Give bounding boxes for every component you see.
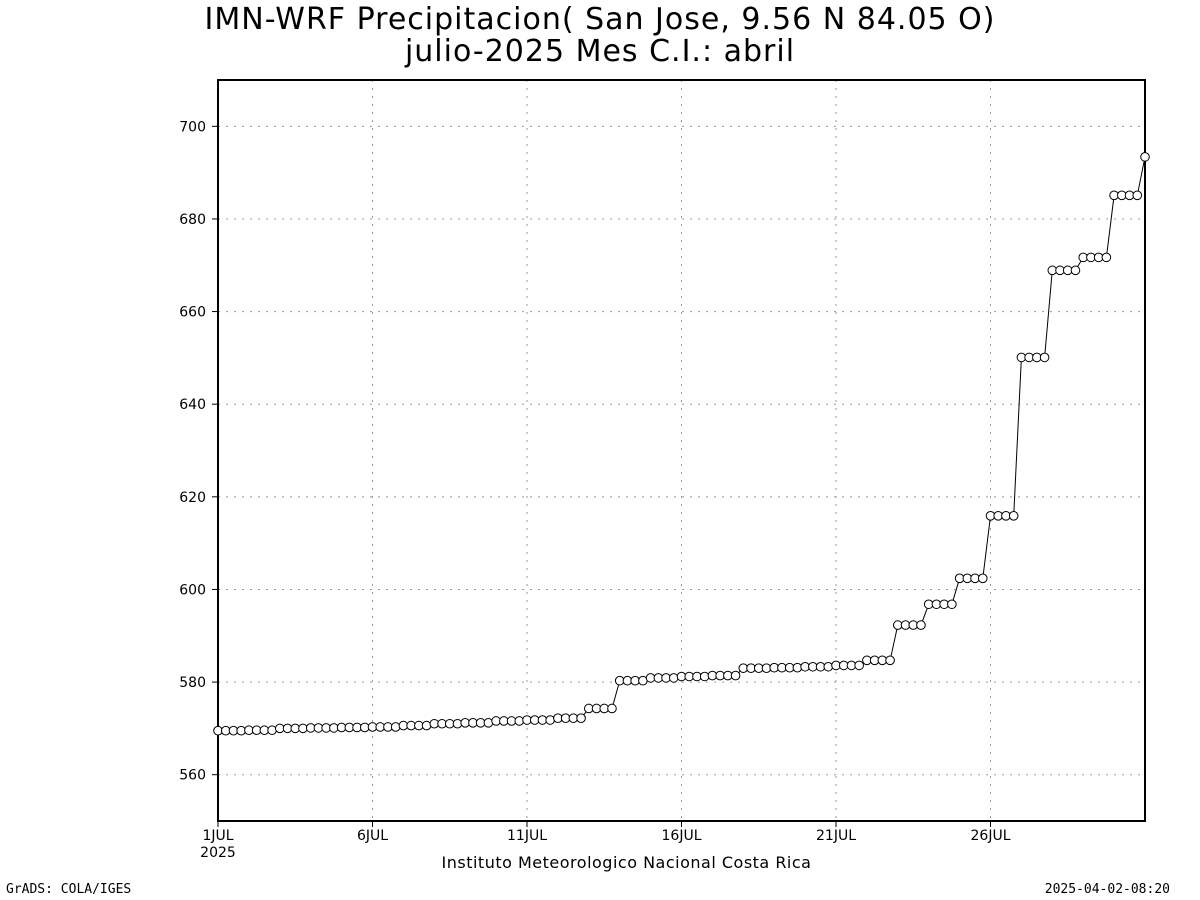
data-point [421, 720, 432, 731]
x-tick-label: 16JUL [662, 828, 702, 844]
y-tick-label: 600 [179, 582, 206, 598]
data-point [854, 660, 864, 671]
data-point [1101, 252, 1112, 263]
x-axis-label: Instituto Meteorologico Nacional Costa R… [441, 853, 812, 872]
series-point-layer [213, 152, 1150, 736]
data-point [545, 715, 555, 725]
data-point [1039, 352, 1050, 363]
data-point [1140, 152, 1150, 162]
data-point [699, 671, 710, 682]
data-point [947, 599, 957, 610]
data-point [576, 713, 586, 723]
data-point [1008, 511, 1019, 521]
tick-layer: 560 580 600 620 640 660 680 700 1JUL 6JUL 11JUL 16J… [179, 119, 1010, 861]
series-line-layer [218, 156, 1146, 732]
data-point [390, 722, 401, 732]
data-point [483, 718, 494, 728]
y-tick-label: 660 [179, 305, 206, 321]
data-point [1132, 190, 1143, 201]
data-point [977, 573, 988, 584]
data-point [885, 655, 895, 666]
grid-layer [218, 80, 1145, 821]
data-point [792, 662, 803, 673]
y-tick-label: 680 [179, 212, 206, 228]
data-point [668, 673, 679, 683]
data-point [452, 718, 463, 729]
data-point [514, 716, 525, 726]
data-point [607, 703, 617, 714]
data-point [267, 725, 277, 736]
y-tick-label: 580 [179, 675, 206, 691]
data-point [823, 661, 834, 672]
x-tick-label: 26JUL [971, 828, 1011, 844]
x-tick-label: 1JUL [202, 828, 233, 844]
footer-grads-credit: GrADS: COLA/IGES [6, 882, 132, 897]
y-tick-label: 620 [179, 490, 206, 506]
series-line [218, 156, 1146, 732]
chart-title: IMN-WRF Precipitacion( San Jose, 9.56 N … [204, 2, 996, 37]
y-tick-label: 640 [179, 397, 206, 413]
data-point [730, 670, 741, 681]
x-tick-label: 11JUL [507, 828, 547, 844]
plot-frame [217, 79, 1146, 822]
y-tick-label: 560 [179, 768, 206, 784]
footer-timestamp: 2025-04-02-08:20 [1044, 882, 1170, 897]
x-tick-sublabel: 2025 [200, 845, 236, 861]
data-point [1070, 265, 1081, 276]
y-tick-label: 700 [179, 119, 206, 135]
data-point [916, 620, 926, 630]
x-tick-label: 21JUL [816, 828, 856, 844]
chart-subtitle: julio-2025 Mes C.I.: abril [404, 34, 796, 69]
x-tick-label: 6JUL [357, 828, 388, 844]
